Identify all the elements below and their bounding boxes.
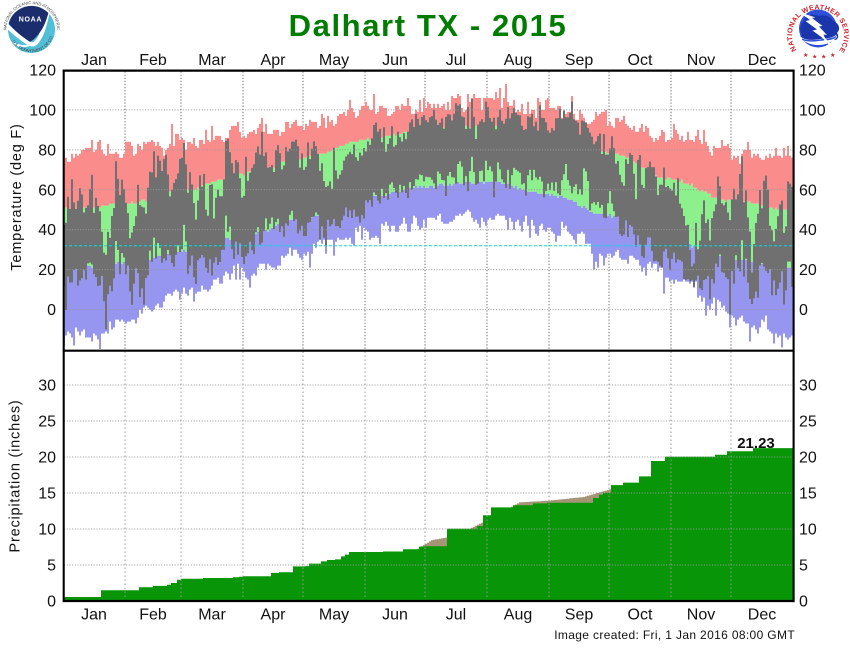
svg-text:20: 20 [38,450,56,467]
svg-text:Jan: Jan [81,607,107,624]
svg-text:10: 10 [38,522,56,539]
svg-text:10: 10 [799,522,817,539]
svg-text:Nov: Nov [687,607,715,624]
svg-text:0: 0 [799,302,808,319]
svg-text:5: 5 [799,558,808,575]
svg-text:★: ★ [830,52,835,59]
svg-text:May: May [319,52,349,69]
svg-text:60: 60 [38,182,56,199]
svg-text:Apr: Apr [261,52,287,69]
svg-text:120: 120 [29,63,56,80]
svg-text:Oct: Oct [628,52,653,69]
svg-text:Image created: Fri, 1 Jan 2016: Image created: Fri, 1 Jan 2016 08:00 GMT [554,628,795,642]
svg-text:0: 0 [47,594,56,611]
svg-text:Precipitation (inches): Precipitation (inches) [8,400,24,553]
svg-text:Dec: Dec [748,607,776,624]
svg-text:Jun: Jun [382,52,408,69]
svg-text:Mar: Mar [198,52,226,69]
svg-text:80: 80 [799,142,817,159]
svg-text:20: 20 [38,262,56,279]
svg-text:Feb: Feb [139,52,167,69]
svg-text:20: 20 [799,262,817,279]
svg-text:Feb: Feb [139,607,167,624]
svg-text:Sep: Sep [565,607,594,624]
svg-text:Temperature (deg F): Temperature (deg F) [9,123,25,270]
svg-text:30: 30 [38,378,56,395]
svg-text:Sep: Sep [565,52,594,69]
svg-text:100: 100 [29,102,56,119]
svg-text:Oct: Oct [628,607,653,624]
svg-text:21.23: 21.23 [737,435,775,452]
svg-text:★: ★ [803,52,808,59]
svg-text:60: 60 [799,182,817,199]
svg-text:30: 30 [799,378,817,395]
svg-text:25: 25 [799,414,817,431]
svg-text:120: 120 [799,63,826,80]
svg-text:Mar: Mar [198,607,226,624]
svg-text:★: ★ [821,54,826,61]
svg-text:15: 15 [799,486,817,503]
svg-text:Dec: Dec [748,52,776,69]
svg-text:Nov: Nov [687,52,715,69]
svg-text:Jan: Jan [81,52,107,69]
svg-text:Jul: Jul [446,52,466,69]
svg-text:40: 40 [38,222,56,239]
svg-text:0: 0 [799,594,808,611]
svg-text:80: 80 [38,142,56,159]
svg-text:25: 25 [38,414,56,431]
svg-text:Jul: Jul [446,607,466,624]
svg-text:Jun: Jun [382,607,408,624]
svg-text:NOAA: NOAA [19,17,42,24]
svg-text:Apr: Apr [261,607,287,624]
svg-text:5: 5 [47,558,56,575]
svg-text:0: 0 [47,302,56,319]
svg-text:Dalhart TX - 2015: Dalhart TX - 2015 [289,8,568,43]
svg-text:40: 40 [799,222,817,239]
svg-text:May: May [319,607,349,624]
svg-text:100: 100 [799,102,826,119]
svg-text:★: ★ [812,54,817,61]
svg-text:20: 20 [799,450,817,467]
svg-text:15: 15 [38,486,56,503]
svg-text:Aug: Aug [504,607,532,624]
svg-text:Aug: Aug [504,52,532,69]
